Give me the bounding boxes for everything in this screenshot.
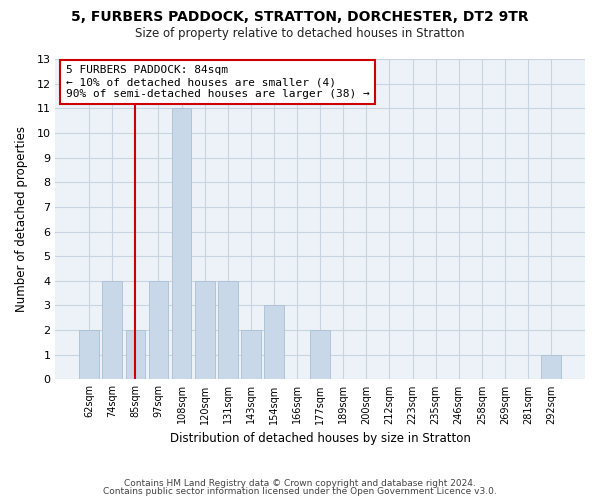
- Bar: [541, 355, 561, 380]
- Text: 5, FURBERS PADDOCK, STRATTON, DORCHESTER, DT2 9TR: 5, FURBERS PADDOCK, STRATTON, DORCHESTER…: [71, 10, 529, 24]
- X-axis label: Distribution of detached houses by size in Stratton: Distribution of detached houses by size …: [170, 432, 470, 445]
- Bar: [79, 330, 99, 380]
- Bar: [103, 281, 122, 380]
- Text: 5 FURBERS PADDOCK: 84sqm
← 10% of detached houses are smaller (4)
90% of semi-de: 5 FURBERS PADDOCK: 84sqm ← 10% of detach…: [66, 66, 370, 98]
- Bar: [218, 281, 238, 380]
- Bar: [310, 330, 330, 380]
- Text: Size of property relative to detached houses in Stratton: Size of property relative to detached ho…: [135, 28, 465, 40]
- Y-axis label: Number of detached properties: Number of detached properties: [15, 126, 28, 312]
- Bar: [125, 330, 145, 380]
- Text: Contains HM Land Registry data © Crown copyright and database right 2024.: Contains HM Land Registry data © Crown c…: [124, 478, 476, 488]
- Bar: [149, 281, 169, 380]
- Bar: [241, 330, 260, 380]
- Bar: [195, 281, 215, 380]
- Bar: [172, 108, 191, 380]
- Text: Contains public sector information licensed under the Open Government Licence v3: Contains public sector information licen…: [103, 487, 497, 496]
- Bar: [264, 306, 284, 380]
